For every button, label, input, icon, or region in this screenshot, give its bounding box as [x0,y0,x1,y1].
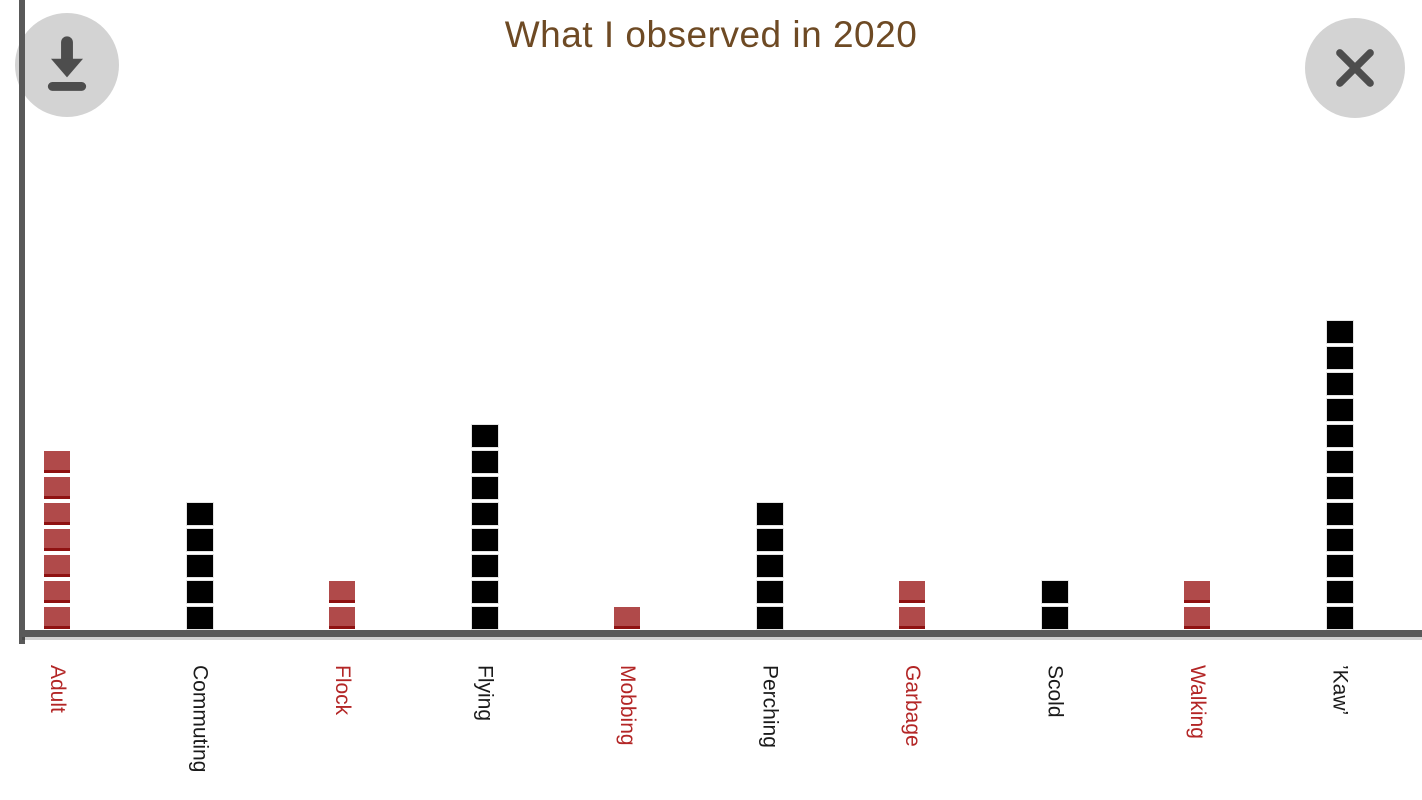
observation-square [1326,451,1353,473]
chart-column [471,425,498,629]
observation-square [899,607,925,629]
chart-column [1184,581,1210,629]
observation-square [756,607,783,629]
observation-square [329,581,355,603]
chart-column [186,503,213,629]
chart-column [1326,321,1353,629]
observation-square [1326,555,1353,577]
observation-square [471,581,498,603]
observation-square [1326,477,1353,499]
category-label: Garbage [901,665,924,747]
observation-square [756,581,783,603]
observation-square [1326,373,1353,395]
observation-square [1326,581,1353,603]
observation-square [471,555,498,577]
observation-square [329,607,355,629]
observation-square [1184,581,1210,603]
observation-square [1041,581,1068,603]
observation-square [1041,607,1068,629]
observation-square [1326,347,1353,369]
x-axis-line [19,630,1422,637]
observation-square [1184,607,1210,629]
observation-square [186,529,213,551]
close-icon [1336,49,1374,87]
observation-square [44,555,70,577]
observation-square [186,555,213,577]
category-label: Perching [758,665,782,748]
observation-square [186,607,213,629]
observation-square [471,451,498,473]
observation-square [756,503,783,525]
download-icon [47,36,87,91]
observation-square [44,477,70,499]
observation-square [899,581,925,603]
observation-square [44,581,70,603]
observation-square [1326,607,1353,629]
observation-square [471,503,498,525]
observation-square [471,477,498,499]
observation-square [44,503,70,525]
observation-square [1326,321,1353,343]
chart-column [44,451,70,629]
category-label: Walking [1186,665,1209,739]
chart-column [1041,581,1068,629]
chart-column [756,503,783,629]
observation-square [471,607,498,629]
observation-square [471,529,498,551]
observation-square [614,607,640,629]
observation-square [186,581,213,603]
observation-square [44,451,70,473]
category-label: Mobbing [616,665,639,746]
observation-square [1326,529,1353,551]
category-label: Scold [1043,665,1067,718]
chart-column [614,607,640,629]
category-label: Adult [46,665,69,713]
category-label: Flying [473,665,497,722]
observation-square [756,555,783,577]
y-axis-line [19,0,25,644]
observation-square [44,529,70,551]
chart-column [899,581,925,629]
observation-square [1326,425,1353,447]
download-button[interactable] [15,13,119,117]
category-label: ’Kaw’ [1328,665,1352,716]
category-label: Commuting [188,665,212,773]
observation-square [471,425,498,447]
observation-square [44,607,70,629]
observation-square [186,503,213,525]
chart-title: What I observed in 2020 [504,14,918,55]
category-label: Flock [331,665,354,716]
observation-square [1326,503,1353,525]
observation-square [756,529,783,551]
observation-square [1326,399,1353,421]
close-button[interactable] [1305,18,1405,118]
chart-column [329,581,355,629]
